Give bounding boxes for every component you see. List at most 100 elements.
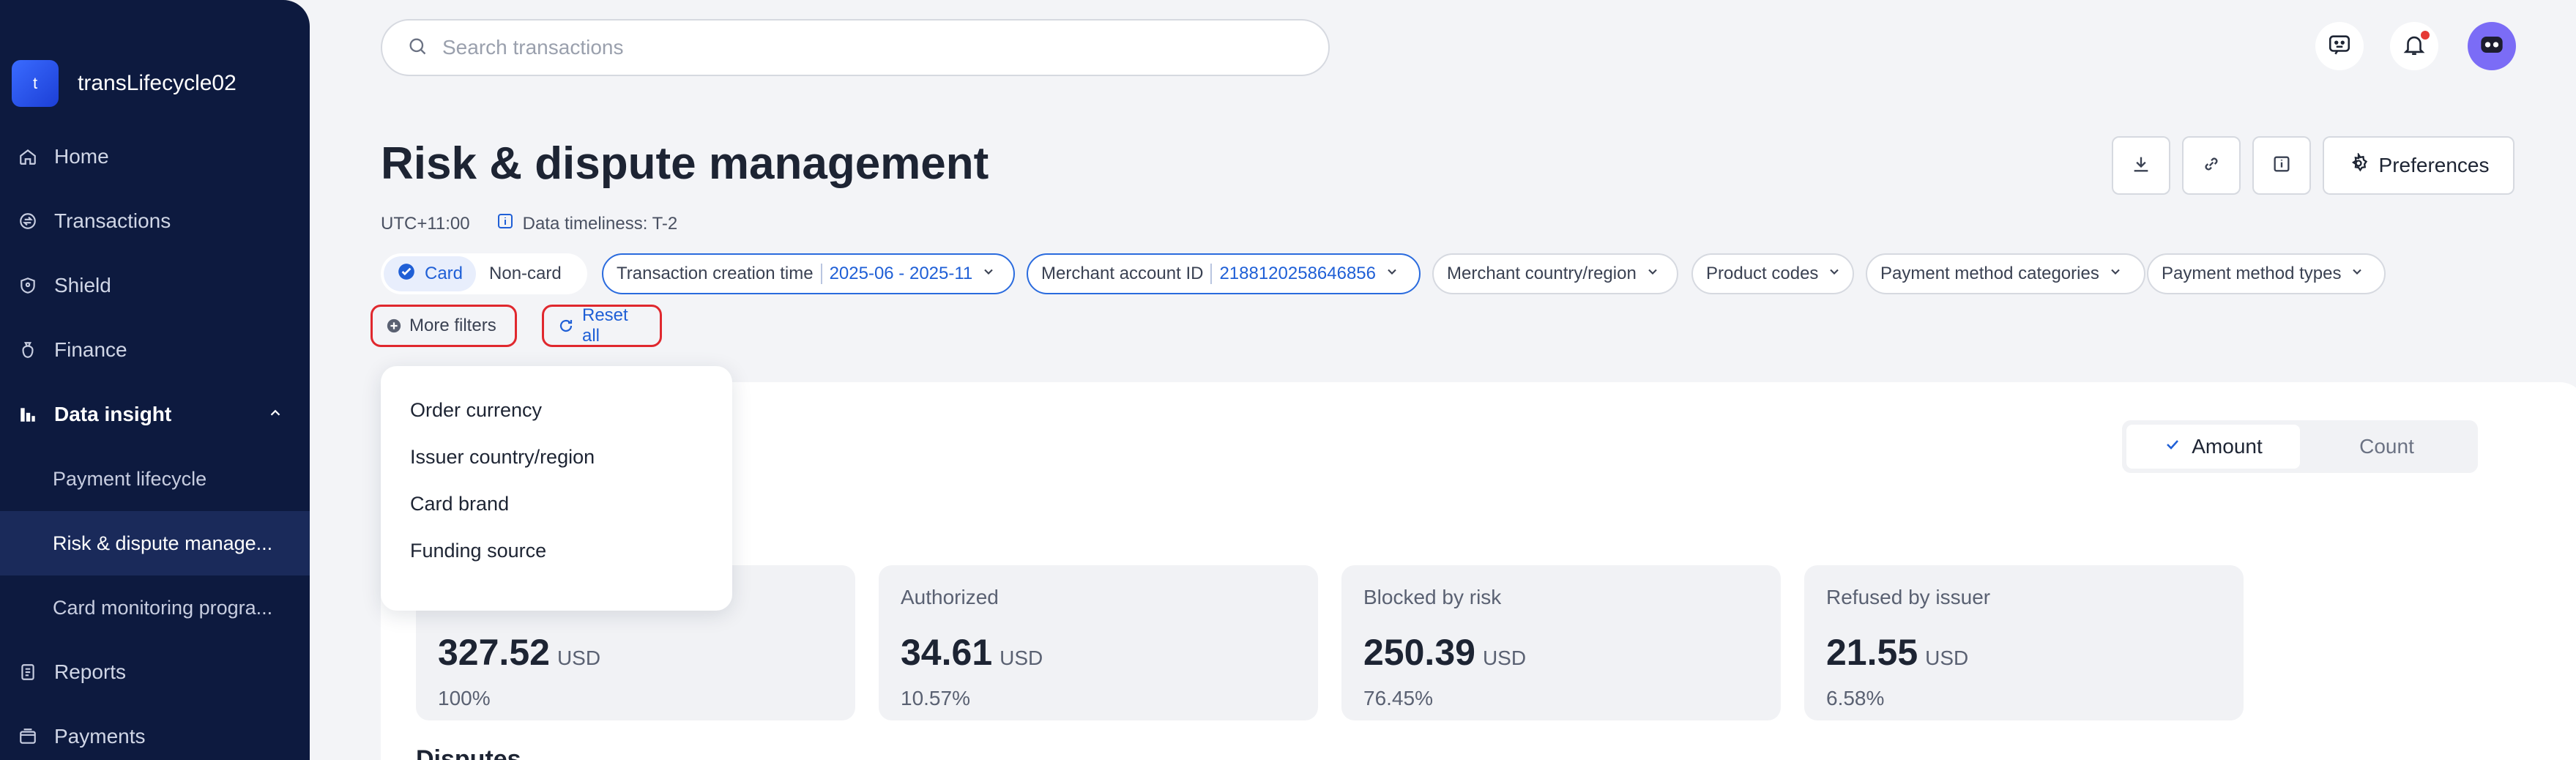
assistant-button[interactable] <box>2315 22 2364 70</box>
filter-label: Payment method types <box>2162 264 2342 283</box>
chevron-down-icon <box>2350 264 2364 284</box>
transactions-icon <box>18 211 38 231</box>
copy-link-button[interactable] <box>2182 136 2241 195</box>
reset-all-button[interactable]: Reset all <box>542 305 662 347</box>
assistant-icon <box>2327 32 2352 61</box>
gear-icon <box>2348 151 2369 179</box>
sidebar-item-transactions[interactable]: Transactions <box>0 189 310 253</box>
info-panel-button[interactable] <box>2252 136 2311 195</box>
chevron-down-icon <box>981 264 996 284</box>
card-option-label: Card <box>425 264 464 283</box>
card-type-segmented: Card Non-card <box>381 253 587 294</box>
stat-unit: USD <box>1925 647 1969 669</box>
info-icon <box>496 212 514 235</box>
non-card-option[interactable]: Non-card <box>489 264 562 283</box>
sidebar-item-payment-lifecycle[interactable]: Payment lifecycle <box>53 467 207 490</box>
sidebar-item-label: Shield <box>54 274 111 297</box>
filter-label: Merchant account ID <box>1041 264 1204 283</box>
filter-label: Merchant country/region <box>1447 264 1637 283</box>
payment-method-categories-filter[interactable]: Payment method categories <box>1866 253 2145 294</box>
filter-value: 2188120258646856 <box>1219 264 1376 283</box>
search-bar[interactable] <box>381 19 1330 76</box>
page-meta: UTC+11:00 Data timeliness: T-2 <box>381 212 677 235</box>
avatar[interactable] <box>2468 22 2516 70</box>
card-option[interactable]: Card <box>384 256 477 291</box>
stat-label: Authorized <box>901 586 999 608</box>
finance-icon <box>18 340 38 360</box>
merchant-account-id-filter[interactable]: Merchant account ID 2188120258646856 <box>1027 253 1421 294</box>
download-button[interactable] <box>2112 136 2170 195</box>
stat-percent: 100% <box>438 687 491 709</box>
stat-unit: USD <box>556 647 601 669</box>
stat-percent: 6.58% <box>1826 687 1885 709</box>
bar-chart-icon <box>18 404 38 425</box>
sidebar-nav: Home Transactions Shield Finance <box>0 124 310 760</box>
disputes-section-title: Disputes <box>416 745 521 760</box>
sidebar-item-shield[interactable]: Shield <box>0 253 310 318</box>
sidebar-item-finance[interactable]: Finance <box>0 318 310 382</box>
stat-label: Blocked by risk <box>1363 586 1502 608</box>
robot-avatar-icon <box>2476 29 2508 64</box>
filter-value: 2025-06 - 2025-11 <box>829 264 973 283</box>
sidebar-item-label: Reports <box>54 660 127 683</box>
sidebar-item-card-monitoring[interactable]: Card monitoring progra... <box>53 596 273 619</box>
reset-all-label: Reset all <box>582 305 628 346</box>
sidebar-item-reports[interactable]: Reports <box>0 640 310 704</box>
stat-value: 34.61 <box>901 632 993 673</box>
menu-item-issuer-country[interactable]: Issuer country/region <box>410 445 595 468</box>
stat-card-refused: Refused by issuer 21.55 USD 6.58% <box>1804 565 2244 720</box>
filter-label: Transaction creation time <box>617 264 814 283</box>
home-icon <box>18 146 38 167</box>
notification-badge <box>2421 31 2430 40</box>
preferences-button[interactable]: Preferences <box>2323 136 2514 195</box>
transaction-creation-time-filter[interactable]: Transaction creation time 2025-06 - 2025… <box>602 253 1015 294</box>
metric-toggle: Amount Count <box>2122 420 2478 473</box>
check-icon <box>2164 435 2181 458</box>
timezone-label: UTC+11:00 <box>381 213 470 234</box>
stat-value: 21.55 <box>1826 632 1918 673</box>
menu-item-card-brand[interactable]: Card brand <box>410 492 510 515</box>
product-codes-filter[interactable]: Product codes <box>1691 253 1854 294</box>
sidebar-group-data-insight[interactable]: Data insight <box>0 382 310 447</box>
data-timeliness-label: Data timeliness: T-2 <box>522 213 678 234</box>
amount-option[interactable]: Amount <box>2126 425 2300 469</box>
reports-icon <box>18 662 38 682</box>
merchant-country-filter[interactable]: Merchant country/region <box>1432 253 1678 294</box>
brand[interactable]: t transLifecycle02 <box>12 60 237 107</box>
stat-value: 327.52 <box>438 632 550 673</box>
sidebar-item-label: Payments <box>54 725 146 748</box>
menu-item-funding-source[interactable]: Funding source <box>410 539 547 562</box>
search-input[interactable] <box>442 36 1306 59</box>
sidebar-item-label: Finance <box>54 338 127 361</box>
chevron-down-icon <box>1385 264 1399 284</box>
refresh-icon <box>557 317 575 335</box>
notifications-button[interactable] <box>2390 22 2438 70</box>
stat-percent: 10.57% <box>901 687 970 709</box>
bell-icon <box>2402 32 2427 61</box>
sidebar-item-label: Transactions <box>54 209 171 232</box>
stat-percent: 76.45% <box>1363 687 1433 709</box>
shield-icon <box>18 275 38 296</box>
download-icon <box>2131 154 2151 178</box>
count-option[interactable]: Count <box>2359 435 2414 458</box>
sidebar-group-label: Data insight <box>54 403 172 425</box>
sidebar: t transLifecycle02 Home Transactions S <box>0 0 310 760</box>
filter-label: Payment method categories <box>1880 264 2099 283</box>
sidebar-item-payments[interactable]: Payments <box>0 704 310 760</box>
chevron-up-icon <box>267 403 283 426</box>
sidebar-item-risk-dispute[interactable]: Risk & dispute manage... <box>0 511 310 575</box>
more-filters-button[interactable]: More filters <box>371 305 517 347</box>
stat-label: Refused by issuer <box>1826 586 1991 608</box>
menu-item-order-currency[interactable]: Order currency <box>410 398 543 421</box>
stat-unit: USD <box>999 647 1043 669</box>
chevron-down-icon <box>1827 264 1842 284</box>
payment-method-types-filter[interactable]: Payment method types <box>2147 253 2386 294</box>
check-circle-icon <box>397 262 416 286</box>
sidebar-item-label: Home <box>54 145 109 168</box>
page-title: Risk & dispute management <box>381 138 989 189</box>
plus-circle-icon <box>386 318 402 334</box>
stat-unit: USD <box>1482 647 1527 669</box>
info-panel-icon <box>2271 154 2292 178</box>
sidebar-item-home[interactable]: Home <box>0 124 310 189</box>
